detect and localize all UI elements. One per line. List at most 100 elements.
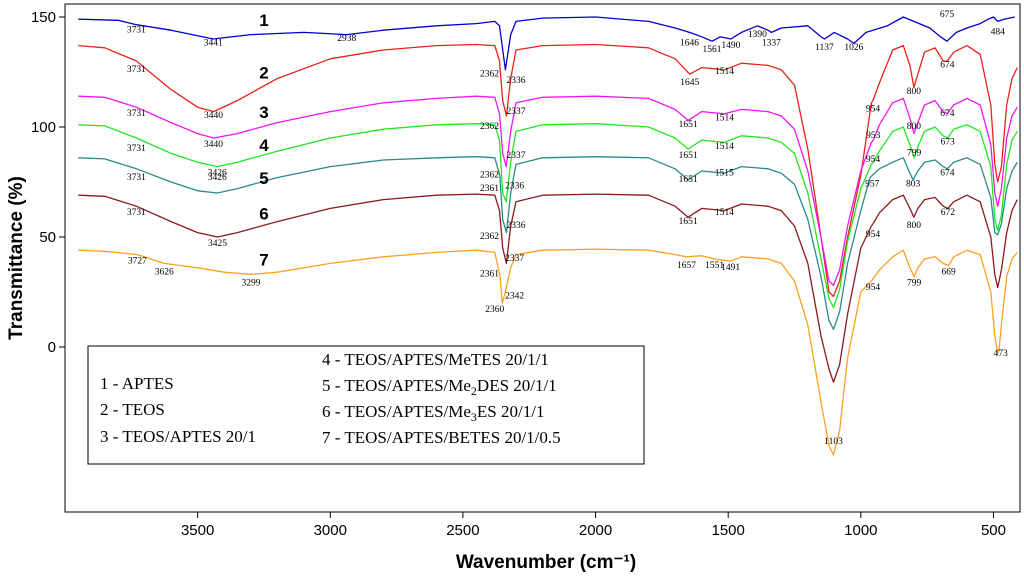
series-line-1 (78, 16, 1015, 71)
peak-label: 2337 (506, 151, 525, 161)
peak-label: 803 (906, 179, 921, 189)
peak-label: 954 (866, 105, 881, 115)
peak-label: 1657 (677, 261, 696, 271)
legend-entry-6: 6 - TEOS/APTES/Me3ES 20/1/1 (322, 402, 544, 424)
y-tick-label: 50 (39, 229, 56, 246)
peak-label: 2362 (480, 232, 499, 242)
peak-label: 3299 (241, 278, 260, 288)
series-number-label: 2 (259, 64, 268, 83)
peak-label: 2337 (506, 107, 525, 117)
peak-label: 1514 (715, 113, 734, 123)
legend-entry-3: 3 - TEOS/APTES 20/1 (100, 427, 256, 446)
series-line-4 (78, 123, 1018, 309)
peak-label: 1561 (703, 45, 722, 55)
series-number-label: 3 (259, 103, 268, 122)
legend-entry-1: 1 - APTES (100, 374, 174, 393)
peak-label: 799 (907, 278, 922, 288)
series-line-6 (78, 193, 1018, 383)
peak-label: 1490 (721, 41, 740, 51)
peak-label: 3731 (127, 208, 146, 218)
x-axis-ticks: 3500 3000 2500 2000 1500 1000 500 (181, 512, 1006, 539)
peak-label: 954 (866, 230, 881, 240)
peak-label: 800 (907, 87, 922, 97)
peak-label: 1515 (715, 168, 734, 178)
peak-label: 2938 (337, 34, 356, 44)
peak-label: 954 (866, 155, 881, 165)
y-tick-label: 100 (31, 119, 56, 136)
series-line-5 (78, 156, 1018, 331)
legend-entry-7: 7 - TEOS/APTES/BETES 20/1/0.5 (322, 428, 561, 447)
peak-label: 3440 (204, 140, 223, 150)
peak-label: 3731 (127, 109, 146, 119)
peak-label: 3727 (128, 256, 147, 266)
peak-label: 3425 (208, 239, 227, 249)
peak-label: 3731 (127, 65, 146, 75)
x-tick-label: 1500 (712, 522, 745, 539)
peak-label: 672 (941, 208, 956, 218)
peak-label: 2336 (505, 182, 524, 192)
peak-label: 2362 (480, 69, 499, 79)
peak-label: 799 (907, 149, 922, 159)
peak-label: 2336 (506, 76, 525, 86)
peak-label: 953 (866, 131, 881, 141)
peak-label: 2360 (485, 305, 504, 315)
peak-label: 1337 (762, 39, 781, 49)
peak-label: 1514 (715, 142, 734, 152)
series-number-label: 7 (259, 251, 268, 270)
x-tick-label: 3000 (314, 522, 347, 539)
series-number-label: 5 (259, 169, 268, 188)
series-number-label: 4 (259, 136, 269, 155)
spectra-lines (78, 16, 1018, 456)
peak-label: 1651 (679, 120, 698, 130)
peak-label: 1026 (844, 43, 863, 53)
x-tick-label: 500 (981, 522, 1006, 539)
peak-label: 800 (907, 221, 922, 231)
legend-box (87, 345, 645, 465)
peak-label: 1514 (715, 67, 734, 77)
peak-label: 3426 (208, 168, 227, 178)
x-tick-label: 3500 (181, 522, 214, 539)
plot-frame (64, 3, 1021, 513)
x-tick-label: 2000 (579, 522, 612, 539)
peak-label: 1390 (748, 30, 767, 40)
peak-label: 1651 (679, 151, 698, 161)
series-number-labels: 1 2 3 4 5 6 7 (259, 11, 269, 270)
x-tick-label: 1000 (844, 522, 877, 539)
legend: 1 - APTES 2 - TEOS 3 - TEOS/APTES 20/1 4… (87, 345, 645, 465)
peak-label: 1103 (824, 437, 843, 447)
legend-entry-5: 5 - TEOS/APTES/Me2DES 20/1/1 (322, 376, 557, 398)
peak-label: 1645 (680, 78, 699, 88)
peak-label: 3426 (208, 173, 227, 183)
peak-label: 957 (865, 179, 880, 189)
x-axis-title: Wavenumber (cm⁻¹) (456, 552, 636, 573)
peak-label: 2362 (480, 171, 499, 181)
peak-label: 484 (991, 28, 1006, 38)
peak-label: 3441 (204, 39, 223, 49)
peak-label: 3731 (127, 173, 146, 183)
peak-label: 2362 (480, 122, 499, 132)
peak-label: 1551 (705, 261, 724, 271)
legend-entry-2: 2 - TEOS (100, 400, 165, 419)
peak-label: 669 (942, 267, 957, 277)
x-tick-label: 2500 (446, 522, 479, 539)
peak-label: 675 (940, 10, 955, 20)
series-line-2 (78, 43, 1018, 298)
peak-label: 2342 (505, 292, 524, 302)
peak-label: 1137 (815, 43, 834, 53)
y-tick-label: 150 (31, 9, 56, 26)
series-line-3 (78, 95, 1018, 287)
peak-label: 800 (907, 122, 922, 132)
y-tick-label: 0 (48, 339, 56, 356)
peak-label: 954 (866, 283, 881, 293)
peak-label: 3731 (127, 25, 146, 35)
peak-label: 674 (940, 61, 955, 71)
series-number-label: 1 (259, 11, 268, 30)
peak-label: 3440 (204, 111, 223, 121)
series-line-7 (78, 248, 1018, 456)
peak-label: 3626 (155, 267, 174, 277)
peak-label: 1514 (715, 208, 734, 218)
peak-label: 1651 (679, 217, 698, 227)
legend-entry-4: 4 - TEOS/APTES/MeTES 20/1/1 (322, 350, 549, 369)
series-number-label: 6 (259, 204, 268, 223)
